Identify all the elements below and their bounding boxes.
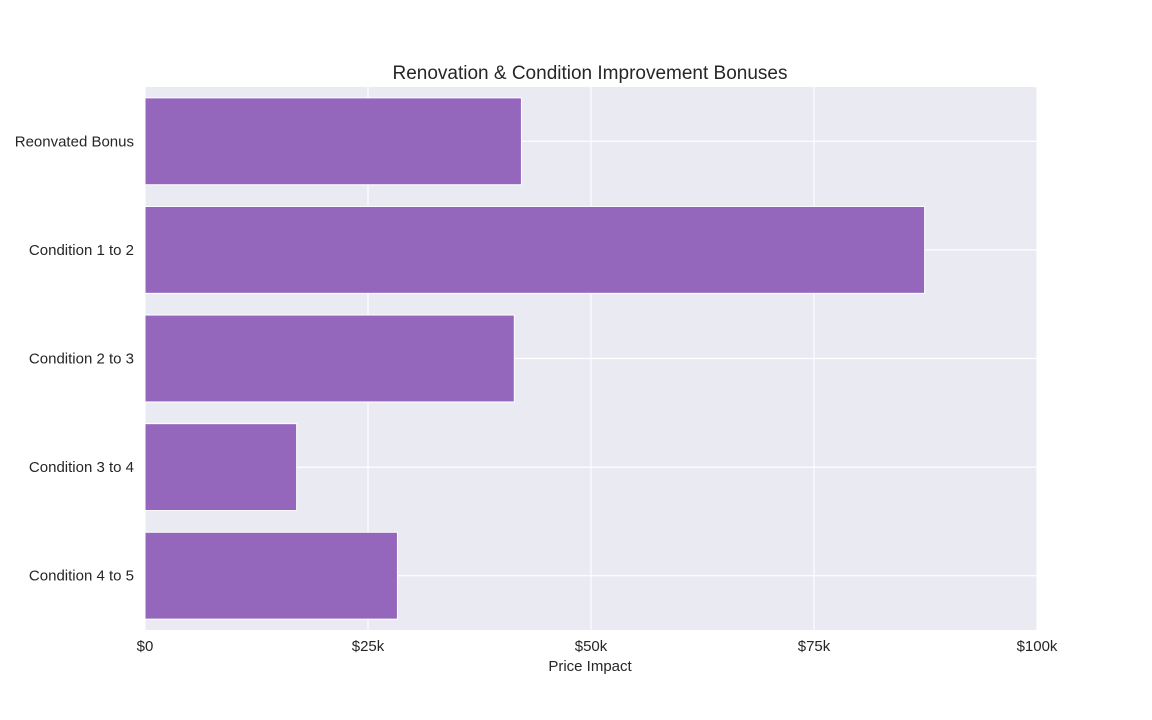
y-tick-label: Condition 3 to 4 xyxy=(29,459,134,476)
x-tick-label: $100k xyxy=(1017,638,1058,655)
bar xyxy=(144,97,522,186)
chart-title: Renovation & Condition Improvement Bonus… xyxy=(392,63,787,84)
y-tick-labels: Reonvated Bonus Condition 1 to 2 Condition… xyxy=(15,133,134,584)
bar xyxy=(144,531,398,620)
x-tick-label: $75k xyxy=(798,638,831,655)
x-tick-label: $50k xyxy=(575,638,608,655)
bar xyxy=(144,423,298,512)
x-tick-label: $25k xyxy=(352,638,385,655)
bars xyxy=(144,97,926,620)
bar xyxy=(144,314,515,403)
y-tick-label: Condition 4 to 5 xyxy=(29,568,134,585)
y-tick-label: Condition 2 to 3 xyxy=(29,351,134,368)
bar xyxy=(144,205,926,294)
x-axis-label: Price Impact xyxy=(548,658,632,675)
y-tick-label: Condition 1 to 2 xyxy=(29,242,134,259)
y-tick-label: Reonvated Bonus xyxy=(15,133,134,150)
x-tick-labels: $0 $25k $50k $75k $100k xyxy=(137,638,1058,655)
x-tick-label: $0 xyxy=(137,638,154,655)
